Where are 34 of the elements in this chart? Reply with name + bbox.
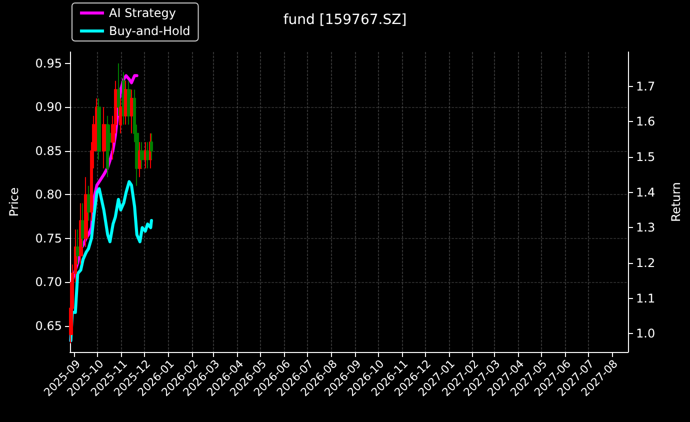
y2-tick-label: 1.7 bbox=[636, 79, 656, 94]
candlestick bbox=[130, 89, 133, 134]
y-axis-title: Price bbox=[7, 187, 21, 217]
candlestick bbox=[97, 98, 101, 160]
y-tick-label: 0.75 bbox=[35, 231, 62, 246]
candlestick bbox=[144, 142, 147, 169]
candlestick bbox=[87, 185, 90, 222]
candlestick bbox=[84, 176, 88, 248]
chart-title: fund [159767.SZ] bbox=[283, 12, 407, 28]
y-tick-label: 0.70 bbox=[35, 275, 62, 290]
candlestick bbox=[140, 142, 144, 169]
y-tick-label: 0.95 bbox=[35, 56, 62, 70]
candlestick bbox=[76, 229, 79, 266]
candlestick bbox=[106, 115, 109, 178]
y2-tick-label: 1.3 bbox=[636, 220, 656, 235]
y2-tick-label: 1.2 bbox=[636, 256, 656, 270]
y2-tick-label: 1.4 bbox=[636, 185, 656, 200]
y2-tick-label: 1.1 bbox=[636, 291, 656, 306]
y2-tick-label: 1.6 bbox=[636, 114, 656, 129]
y-tick-label: 0.80 bbox=[35, 188, 62, 202]
y2-tick-label: 1.0 bbox=[636, 326, 656, 341]
line-series bbox=[69, 180, 153, 342]
y2-tick-label: 1.5 bbox=[636, 150, 656, 164]
y2-axis-title: Return bbox=[669, 182, 683, 222]
candlestick bbox=[117, 62, 120, 116]
y-tick-label: 0.90 bbox=[35, 100, 62, 114]
legend-label: AI Strategy bbox=[109, 6, 176, 20]
candlestick bbox=[119, 98, 122, 134]
candlestick bbox=[127, 80, 131, 126]
legend-label: Buy-and-Hold bbox=[109, 24, 190, 38]
candlestick bbox=[102, 106, 106, 169]
y-tick-label: 0.85 bbox=[35, 144, 62, 158]
y-tick-label: 0.65 bbox=[35, 318, 62, 333]
candlestick bbox=[81, 202, 85, 248]
